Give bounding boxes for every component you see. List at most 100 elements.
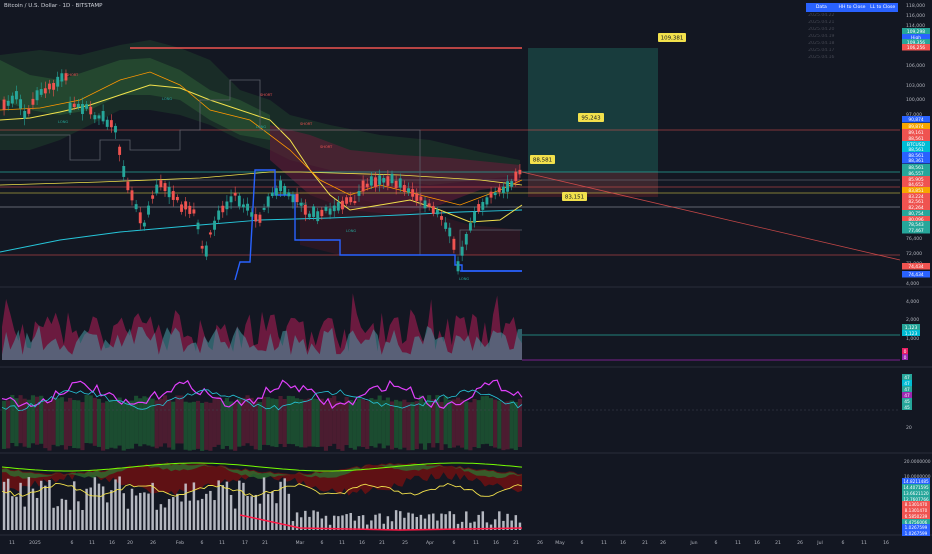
squeeze-histogram-bar <box>205 493 208 530</box>
rsi-histogram-bar <box>410 402 415 451</box>
price-tag <box>902 170 930 177</box>
volume-oscillator-group <box>2 293 522 360</box>
rsi-histogram-bar <box>245 395 250 444</box>
candle-body <box>444 222 448 229</box>
squeeze-histogram-bar <box>64 499 68 530</box>
squeeze-histogram-bar <box>361 515 365 530</box>
pane4-tag <box>902 507 930 513</box>
candle-body <box>72 103 76 108</box>
rsi-histogram-bar <box>84 395 89 444</box>
time-axis-label: 2025 <box>29 540 41 546</box>
long-marker: LONG <box>346 229 356 233</box>
squeeze-histogram-bar <box>163 507 167 530</box>
pane2-tag-label: 0 <box>904 349 907 355</box>
time-axis-label: Jun <box>689 540 697 546</box>
rsi-histogram-bar <box>158 398 163 447</box>
candle-body <box>97 115 101 119</box>
price-tag-label: 88,561 <box>908 165 924 171</box>
short-marker: SHORT <box>320 145 333 149</box>
rsi-histogram-bar <box>352 401 357 450</box>
candle-body <box>291 194 295 203</box>
candle-body <box>217 210 221 220</box>
rsi-histogram-bar <box>109 399 114 448</box>
candle-body <box>192 209 196 214</box>
price-axis-label: 97,000 <box>906 112 922 118</box>
price-tag-label: 85,905 <box>908 177 924 183</box>
squeeze-histogram-bar <box>403 517 406 530</box>
squeeze-histogram-bar <box>271 491 274 530</box>
svg-text:83,151: 83,151 <box>565 195 584 201</box>
rsi-histogram-bar <box>369 398 374 447</box>
rsi-histogram-bar <box>361 398 366 447</box>
candle-body <box>518 169 522 175</box>
price-tag <box>902 28 930 35</box>
rsi-histogram-bar <box>142 396 147 445</box>
pane2-tag <box>902 330 920 336</box>
squeeze-histogram-bar <box>192 482 196 530</box>
rsi-histogram-bar <box>307 398 312 447</box>
squeeze-histogram-bar <box>291 521 295 530</box>
rsi-histogram-bar <box>278 395 283 444</box>
candle-body <box>510 181 514 187</box>
pane3-tag-label: 47 <box>904 387 910 393</box>
table-cell: 2025.04.17 <box>808 48 835 53</box>
squeeze-histogram-bar <box>266 494 270 530</box>
pane3-tag-label: 47 <box>904 381 910 387</box>
price-tag <box>902 187 930 194</box>
callout-mid[interactable]: 95,243 <box>578 113 604 122</box>
pane2-axis-label: 2,000 <box>906 317 919 323</box>
red-cloud <box>270 125 520 215</box>
rsi-histogram-bar <box>505 401 510 450</box>
callout-current[interactable]: 88,581 <box>530 155 555 164</box>
squeeze-histogram-bar <box>130 488 134 530</box>
rsi-histogram-bar <box>96 398 102 447</box>
price-tag-label: 89,161 <box>908 130 924 136</box>
pane4-tag <box>902 524 930 530</box>
callout-stop[interactable]: 83,151 <box>562 192 587 201</box>
table-row: 2025.04.20 <box>806 26 898 33</box>
rsi-histogram-bar <box>451 399 456 448</box>
long-marker: LONG <box>256 125 266 129</box>
rsi-histogram-bar <box>274 399 279 448</box>
price-axis-label: 72,000 <box>906 251 922 257</box>
time-axis[interactable]: 11 2025 6 11 16 20 26 Feb 6 11 17 21 Mar 6 11 16 21 25 Apr… <box>9 540 889 546</box>
squeeze-histogram-bar <box>118 476 121 530</box>
candle-body <box>473 211 476 223</box>
candle-body <box>68 102 72 113</box>
rsi-histogram-bar <box>59 397 64 446</box>
time-axis-label: 6 <box>321 540 324 546</box>
squeeze-histogram-bar <box>345 514 348 530</box>
squeeze-histogram-bar <box>23 506 26 530</box>
rsi-histogram-bar <box>105 401 110 450</box>
rsi-histogram-bar <box>443 396 448 445</box>
rsi-histogram-bar <box>513 402 518 451</box>
candle-body <box>394 180 398 189</box>
table-row: 2025.04.18 <box>806 40 898 47</box>
stepped-upper-line <box>0 79 522 256</box>
rsi-histogram-bar <box>476 400 481 449</box>
price-tag <box>902 157 930 164</box>
pane4-axis: 20.0000000 10.000000014.821148514.4071595… <box>902 459 931 536</box>
rsi-histogram-bar <box>270 398 275 447</box>
squeeze-histogram-bar <box>85 488 88 530</box>
time-axis-label: 11 <box>735 540 741 546</box>
squeeze-histogram-bar <box>176 493 179 530</box>
price-axis-label: 118,000 <box>906 3 925 9</box>
squeeze-histogram-bar <box>287 493 291 530</box>
price-tag-label: 83,851 <box>908 188 924 194</box>
candle-body <box>266 196 270 207</box>
pane4-tag <box>902 530 930 536</box>
candle-body <box>93 115 97 120</box>
price-tag <box>902 141 930 148</box>
rsi-histogram-bar <box>129 400 135 449</box>
rsi-histogram-bar <box>253 401 258 450</box>
pane3-tag <box>902 404 912 410</box>
candle-body <box>213 220 216 230</box>
callout-target[interactable]: 109,381 <box>658 33 686 42</box>
candle-body <box>275 188 278 196</box>
symbol-title[interactable]: Bitcoin / U.S. Dollar · 1D · BITSTAMP <box>4 3 103 9</box>
squeeze-histogram-bar <box>262 477 266 530</box>
squeeze-histogram-bar <box>390 521 394 530</box>
